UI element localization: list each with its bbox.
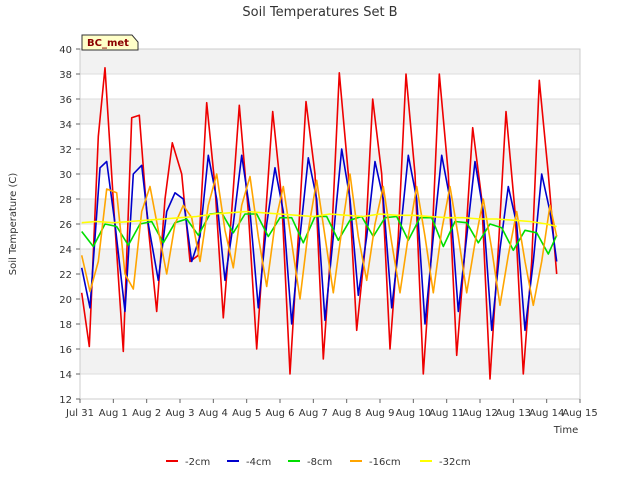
y-tick-label: 34 bbox=[59, 120, 72, 131]
y-tick-label: 24 bbox=[59, 245, 72, 256]
grid-band bbox=[80, 349, 580, 374]
grid-band bbox=[80, 49, 580, 74]
x-tick-label: Aug 3 bbox=[165, 408, 194, 419]
y-tick-label: 26 bbox=[59, 220, 72, 231]
station-badge-label: BC_met bbox=[87, 38, 129, 49]
x-tick-label: Aug 14 bbox=[529, 408, 564, 419]
x-tick-label: Aug 15 bbox=[562, 408, 597, 419]
x-tick-label: Aug 13 bbox=[496, 408, 531, 419]
grid-band bbox=[80, 299, 580, 324]
y-tick-label: 18 bbox=[59, 320, 72, 331]
legend: -2cm -4cm -8cm -16cm -32cm bbox=[166, 457, 471, 468]
series-line-32cmcm bbox=[81, 210, 557, 228]
x-tick-label: Aug 10 bbox=[396, 408, 431, 419]
x-tick-label: Aug 7 bbox=[299, 408, 328, 419]
grid-band bbox=[80, 149, 580, 174]
x-tick-label: Jul 31 bbox=[65, 408, 94, 419]
x-tick-label: Aug 11 bbox=[429, 408, 464, 419]
station-badge-box bbox=[81, 34, 139, 51]
y-tick-label: 30 bbox=[59, 170, 72, 181]
y-axis-ticks: 12 14 16 18 20 22 24 26 28 30 32 34 36 38 40 bbox=[59, 45, 80, 406]
x-tick-label: Aug 12 bbox=[462, 408, 497, 419]
y-tick-label: 12 bbox=[59, 395, 72, 406]
legend-label: -16cm bbox=[369, 457, 401, 468]
series-lines bbox=[80, 67, 558, 380]
x-tick-label: Aug 4 bbox=[199, 408, 228, 419]
x-tick-label: Aug 9 bbox=[365, 408, 394, 419]
y-tick-label: 16 bbox=[59, 345, 72, 356]
legend-label: -4cm bbox=[246, 457, 271, 468]
x-axis-ticks: Jul 31 Aug 1 Aug 2 Aug 3 Aug 4 Aug 5 Aug 6 Aug … bbox=[65, 399, 598, 419]
x-axis-title: Time bbox=[553, 425, 578, 436]
x-tick-label: Aug 8 bbox=[332, 408, 361, 419]
y-tick-label: 20 bbox=[59, 295, 72, 306]
y-tick-label: 36 bbox=[59, 95, 72, 106]
y-tick-label: 22 bbox=[59, 270, 72, 281]
series-line-8cmcm bbox=[81, 212, 558, 255]
station-badge: BC_met bbox=[81, 34, 139, 51]
x-tick-label: Aug 2 bbox=[132, 408, 161, 419]
series-line-16cmcm bbox=[80, 173, 558, 307]
y-tick-label: 14 bbox=[59, 370, 72, 381]
legend-label: -2cm bbox=[185, 457, 210, 468]
x-tick-label: Aug 6 bbox=[265, 408, 294, 419]
legend-label: -8cm bbox=[307, 457, 332, 468]
x-tick-label: Aug 5 bbox=[232, 408, 261, 419]
legend-label: -32cm bbox=[439, 457, 471, 468]
x-tick-label: Aug 1 bbox=[99, 408, 128, 419]
series-line-4cmcm bbox=[80, 148, 558, 332]
y-tick-label: 38 bbox=[59, 70, 72, 81]
y-tick-label: 32 bbox=[59, 145, 72, 156]
y-axis-title: Soil Temperature (C) bbox=[8, 173, 19, 276]
grid-band bbox=[80, 99, 580, 124]
y-tick-label: 28 bbox=[59, 195, 72, 206]
chart-title: Soil Temperatures Set B bbox=[242, 5, 397, 20]
y-tick-label: 40 bbox=[59, 45, 72, 56]
